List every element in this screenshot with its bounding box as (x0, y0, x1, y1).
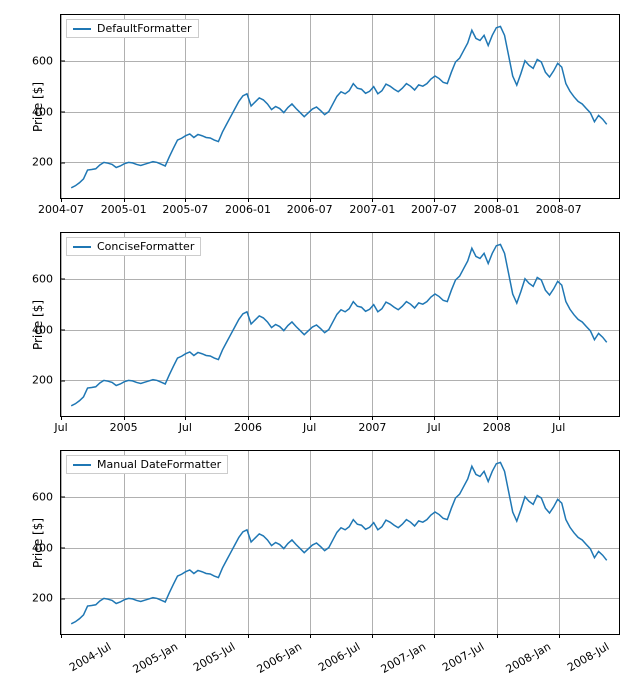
legend: Manual DateFormatter (66, 455, 228, 474)
axes: Jul2005Jul2006Jul2007Jul2008Jul200400600… (60, 232, 620, 417)
y-tick-label: 200 (32, 374, 53, 387)
y-tick-label: 600 (32, 54, 53, 67)
legend-label: ConciseFormatter (97, 240, 194, 253)
y-tick: 200 (32, 156, 61, 169)
x-tick-label: 2006-Jan (255, 640, 304, 676)
panel-manual: 2004-Jul2005-Jan2005-Jul2006-Jan2006-Jul… (60, 450, 620, 635)
y-tick: 200 (32, 374, 61, 387)
axes: 2004-Jul2005-Jan2005-Jul2006-Jan2006-Jul… (60, 450, 620, 635)
y-tick-label: 200 (32, 592, 53, 605)
x-tick-label: 2006-07 (287, 203, 333, 216)
y-tick: 600 (32, 490, 61, 503)
x-tick-label: 2008-Jul (565, 640, 611, 674)
y-axis-label: Price [$] (31, 299, 45, 349)
y-tick-label: 600 (32, 490, 53, 503)
y-axis-label: Price [$] (31, 517, 45, 567)
legend: ConciseFormatter (66, 237, 201, 256)
x-tick-label: Jul (552, 421, 565, 434)
price-line (61, 451, 619, 634)
x-tick-label: 2005-Jul (191, 640, 237, 674)
x-tick-label: 2008 (483, 421, 511, 434)
y-tick-label: 600 (32, 272, 53, 285)
x-tick-label: 2008-Jan (503, 640, 552, 676)
y-axis-label: Price [$] (31, 81, 45, 131)
panel-concise: Jul2005Jul2006Jul2007Jul2008Jul200400600… (60, 232, 620, 417)
figure: 2004-07 2005-01 2005-07 2006-01 2006-07 2007-… (0, 0, 640, 700)
legend-swatch (73, 28, 91, 30)
y-tick: 600 (32, 54, 61, 67)
price-line (61, 233, 619, 416)
x-tick-label: 2006 (234, 421, 262, 434)
x-tick-label: 2007-Jul (440, 640, 486, 674)
x-tick-label: Jul (303, 421, 316, 434)
legend-label: DefaultFormatter (97, 22, 192, 35)
x-tick-label: 2005-Jan (130, 640, 179, 676)
x-tick-label: 2006-Jul (316, 640, 362, 674)
x-tick-label: 2007-07 (411, 203, 457, 216)
legend-swatch (73, 464, 91, 466)
x-tick-label: 2007-Jan (379, 640, 428, 676)
y-tick-label: 200 (32, 156, 53, 169)
x-tick-label: 2004-Jul (67, 640, 113, 674)
y-tick: 200 (32, 592, 61, 605)
x-tick-label: Jul (427, 421, 440, 434)
x-tick-label: Jul (54, 421, 67, 434)
legend: DefaultFormatter (66, 19, 199, 38)
x-tick-label: 2005 (110, 421, 138, 434)
x-tick-label: 2005-01 (101, 203, 147, 216)
x-tick-label: 2008-01 (474, 203, 520, 216)
x-tick-label: Jul (179, 421, 192, 434)
x-tick-label: 2005-07 (162, 203, 208, 216)
x-tick-label: 2007 (358, 421, 386, 434)
x-tick-label: 2004-07 (38, 203, 84, 216)
axes: 2004-072005-012005-072006-012006-072007-… (60, 14, 620, 199)
x-tick-label: 2007-01 (349, 203, 395, 216)
y-tick: 600 (32, 272, 61, 285)
panel-default: 2004-072005-012005-072006-012006-072007-… (60, 14, 620, 199)
x-tick-label: 2006-01 (225, 203, 271, 216)
price-line (61, 15, 619, 198)
legend-label: Manual DateFormatter (97, 458, 221, 471)
x-tick-label: 2008-07 (536, 203, 582, 216)
legend-swatch (73, 246, 91, 248)
